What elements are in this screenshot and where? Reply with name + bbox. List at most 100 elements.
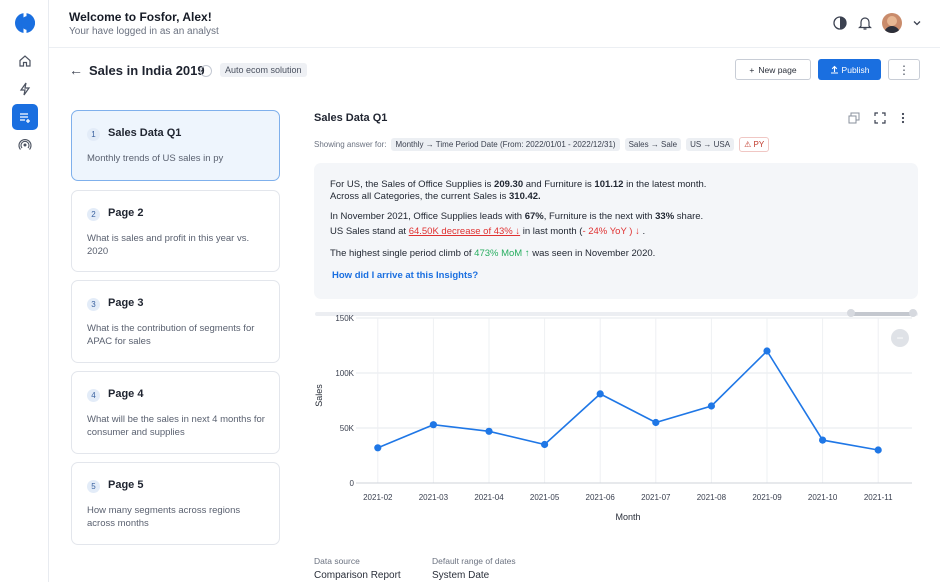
data-source-value: Comparison Report [314,570,401,581]
page-number: 1 [87,128,100,141]
py-label: PY [753,140,765,149]
left-nav-rail [0,0,49,582]
warning-icon: ⚠ [744,140,752,149]
zoom-out-button[interactable]: − [891,329,909,347]
date-range-value: System Date [432,570,490,581]
home-icon[interactable] [12,48,38,74]
showing-label: Showing answer for: [314,140,387,149]
y-tick-label: 100K [335,369,354,378]
y-tick-label: 0 [350,479,355,488]
page-number: 4 [87,389,100,402]
page-card-4[interactable]: 4 Page 4 What will be the sales in next … [71,371,280,454]
new-page-button[interactable]: + New page [735,59,811,80]
insight-line-5: The highest single period climb of 473% … [330,248,656,259]
back-arrow-icon[interactable]: ← [69,62,83,78]
page-header: ← Sales in India 2019 Auto ecom solution… [69,58,920,82]
page-card-5[interactable]: 5 Page 5 How many segments across region… [71,462,280,545]
data-point [652,418,660,427]
slider-handle-end[interactable] [909,309,917,317]
chart-range-slider[interactable] [315,309,918,317]
data-point [819,436,827,444]
y-tick-label: 150K [335,314,354,323]
page-number: 5 [87,480,100,493]
date-range-info: Default range of dates System Date [432,556,516,581]
pages-list-icon[interactable] [12,104,38,130]
x-tick-label: 2021-11 [864,493,893,502]
top-bar: Welcome to Fosfor, Alex! Your have logge… [49,0,940,48]
page-card-title: Page 3 [108,297,144,309]
data-source-label: Data source [314,556,360,566]
data-point [485,427,493,435]
new-page-label: New page [758,64,797,75]
query-filters: Showing answer for: Monthly → Time Perio… [314,137,770,152]
page-number: 2 [87,208,100,221]
page-card-title: Page 2 [108,207,144,219]
x-tick-label: 2021-07 [641,493,671,502]
page-number: 3 [87,298,100,311]
fosfor-logo-icon [15,13,35,33]
x-tick-label: 2021-08 [697,493,727,502]
x-tick-label: 2021-10 [808,493,838,502]
data-point [429,421,437,429]
page-card-desc: What will be the sales in next 4 months … [87,414,265,438]
y-axis-title: Sales [314,384,324,407]
filter-chip-py[interactable]: ⚠ PY [739,137,770,152]
publish-label: Publish [841,64,870,75]
sales-series-line [377,349,879,451]
x-tick-label: 2021-06 [586,493,616,502]
page-card-3[interactable]: 3 Page 3 What is the contribution of seg… [71,280,280,363]
x-tick-label: 2021-05 [530,493,560,502]
data-source-info: Data source Comparison Report [314,556,401,581]
publish-button[interactable]: Publish [818,59,881,80]
x-axis-title: Month [615,512,640,522]
data-point [596,390,604,398]
data-point [763,347,771,355]
slider-handle-start[interactable] [847,309,855,317]
filter-chip-period[interactable]: Monthly → Time Period Date (From: 2022/0… [391,138,620,151]
section-title: Sales Data Q1 [314,112,388,124]
x-tick-label: 2021-09 [752,493,782,502]
expand-icon[interactable] [874,112,886,124]
welcome-subtitle: Your have logged in as an analyst [69,26,219,37]
vertical-dots-icon: ⋮ [898,62,910,77]
insights-explanation-link[interactable]: How did I arrive at this Insights? [332,270,479,281]
data-point [707,402,715,410]
copy-icon[interactable] [848,112,860,124]
chevron-down-icon[interactable] [912,18,922,28]
data-point [374,444,382,452]
page-card-2[interactable]: 2 Page 2 What is sales and profit in thi… [71,190,280,272]
upload-icon [830,65,838,74]
filter-chip-us[interactable]: US → USA [686,138,735,151]
kebab-menu-icon[interactable] [900,112,906,124]
info-icon[interactable] [200,65,212,77]
plus-icon: + [749,64,755,75]
data-point [541,440,549,449]
more-options-button[interactable]: ⋮ [888,59,920,80]
page-card-title: Sales Data Q1 [108,127,182,139]
page-tag: Auto ecom solution [220,63,307,77]
page-card-desc: What is sales and profit in this year vs… [87,233,250,257]
insight-line-1: For US, the Sales of Office Supplies is … [330,179,707,190]
data-point [874,446,882,454]
page-card-desc: How many segments across regions across … [87,505,241,529]
insight-line-3: In November 2021, Office Supplies leads … [330,211,704,222]
notification-bell-icon[interactable] [858,15,872,31]
slider-range-fill [851,312,913,316]
theme-toggle-icon[interactable] [832,15,848,31]
x-tick-label: 2021-03 [419,493,449,502]
page-title: Sales in India 2019 [89,63,205,78]
y-tick-label: 50K [340,424,355,433]
sales-line-chart: 0 50K 100K 150K 2021-02 2021-03 2021-04 2021-05… [314,314,912,522]
page-card-1[interactable]: 1 Sales Data Q1 Monthly trends of US sal… [71,110,280,181]
filter-chip-sales[interactable]: Sales → Sale [624,138,682,151]
page-card-title: Page 5 [108,479,144,491]
insight-line-4: US Sales stand at 64.50K decrease of 43%… [330,226,646,237]
lightning-icon[interactable] [12,76,38,102]
insight-line-2: Across all Categories, the current Sales… [330,191,541,202]
page-card-title: Page 4 [108,388,144,400]
x-tick-label: 2021-02 [363,493,393,502]
user-avatar[interactable] [882,13,902,33]
page-card-desc: Monthly trends of US sales in py [87,153,224,164]
broadcast-icon[interactable] [12,132,38,158]
page-card-desc: What is the contribution of segments for… [87,323,255,347]
